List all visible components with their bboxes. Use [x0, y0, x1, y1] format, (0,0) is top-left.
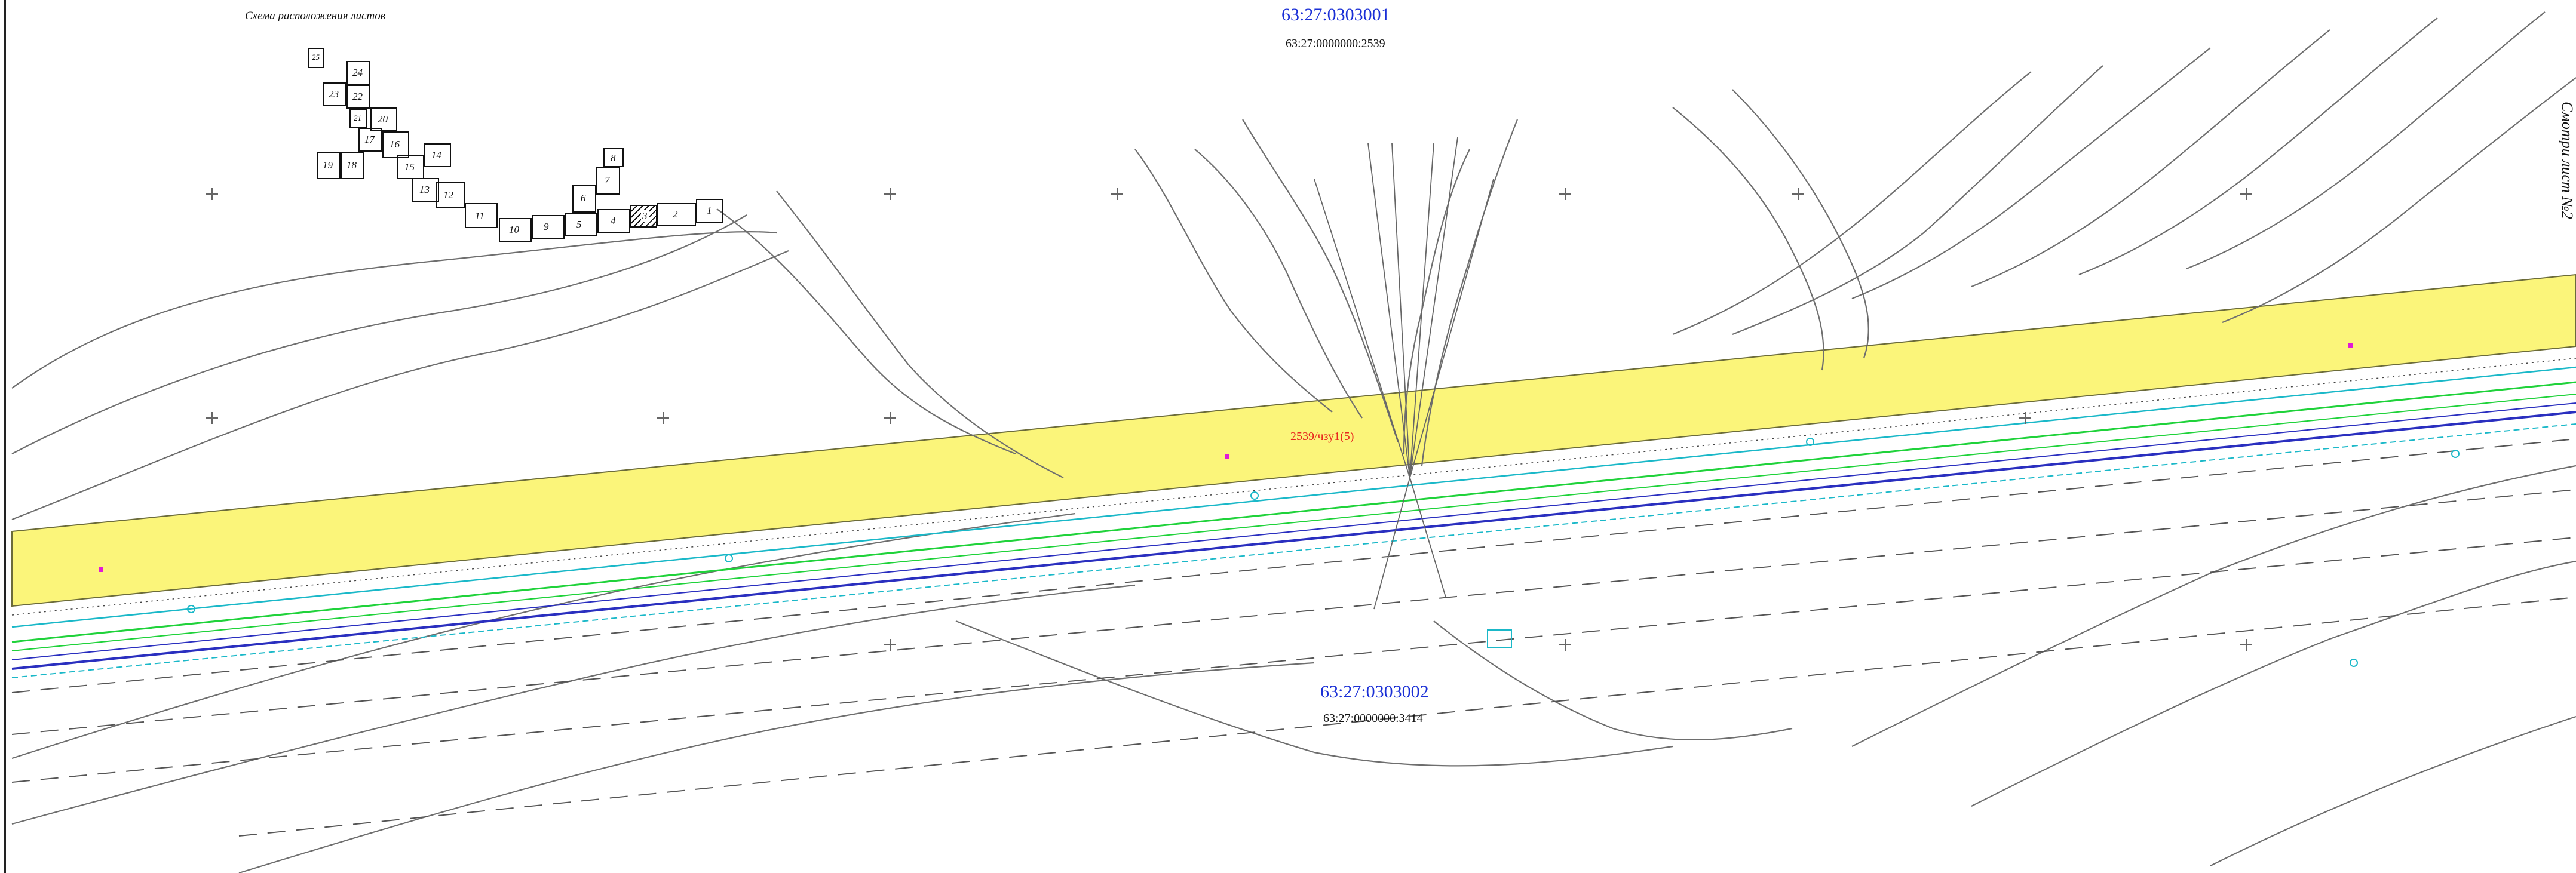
- cadastral-quarter-top: 63:27:0303001: [1281, 5, 1390, 24]
- sheet-box-3-current[interactable]: 3: [630, 205, 657, 228]
- allocated-zone[interactable]: [11, 273, 2576, 607]
- grid-crosses: [206, 188, 2252, 651]
- cadastral-quarter-bottom: 63:27:0303002: [1320, 682, 1429, 702]
- sheet-box-20[interactable]: 20: [370, 107, 397, 131]
- cadastral-parcel-top: 63:27:0000000:2539: [1286, 37, 1385, 50]
- map-frame-left-border: [0, 0, 6, 873]
- sheet-box-8[interactable]: 8: [603, 148, 624, 167]
- sheet-box-15[interactable]: 15: [397, 155, 424, 179]
- sheet-box-10[interactable]: 10: [499, 218, 532, 242]
- utility-corridor: [11, 366, 2576, 837]
- sheet-box-4[interactable]: 4: [597, 209, 630, 233]
- sheet-box-13[interactable]: 13: [412, 178, 439, 202]
- sheet-box-2[interactable]: 2: [657, 203, 696, 226]
- map-markers: [99, 343, 2460, 667]
- sheet-box-21[interactable]: 21: [349, 109, 367, 128]
- sheet-box-25[interactable]: 25: [308, 48, 324, 68]
- sheet-box-22[interactable]: 22: [346, 85, 370, 109]
- sheet-box-5[interactable]: 5: [565, 213, 597, 236]
- sheet-box-14[interactable]: 14: [424, 143, 451, 167]
- contour-lines-upper: [11, 11, 2576, 521]
- contour-lines-lower: [11, 465, 2576, 873]
- sheet-box-19[interactable]: 19: [317, 152, 341, 179]
- sheet-box-24[interactable]: 24: [346, 61, 370, 85]
- zone-dotted-edge: [11, 358, 2576, 616]
- sheet-box-23[interactable]: 23: [323, 82, 346, 106]
- sheet-box-18[interactable]: 18: [341, 152, 364, 179]
- sheet-box-9[interactable]: 9: [532, 215, 565, 239]
- cadastral-parcel-bottom: 63:27:0000000:3414: [1323, 712, 1423, 725]
- sheet-box-12[interactable]: 12: [436, 182, 465, 208]
- sheet-box-1[interactable]: 1: [696, 199, 723, 223]
- sheet-box-7[interactable]: 7: [596, 167, 620, 195]
- scheme-title: Схема расположения листов: [245, 10, 385, 22]
- sheet-box-16[interactable]: 16: [382, 131, 409, 158]
- zone-label[interactable]: 2539/чзу1(5): [1290, 430, 1354, 443]
- sheet-box-11[interactable]: 11: [465, 203, 498, 228]
- sheet-box-6[interactable]: 6: [572, 185, 596, 213]
- drainage-fan: [1314, 137, 1494, 610]
- see-sheet-caption: Смотри лист №2: [2559, 102, 2576, 219]
- sheet-box-17[interactable]: 17: [358, 128, 382, 152]
